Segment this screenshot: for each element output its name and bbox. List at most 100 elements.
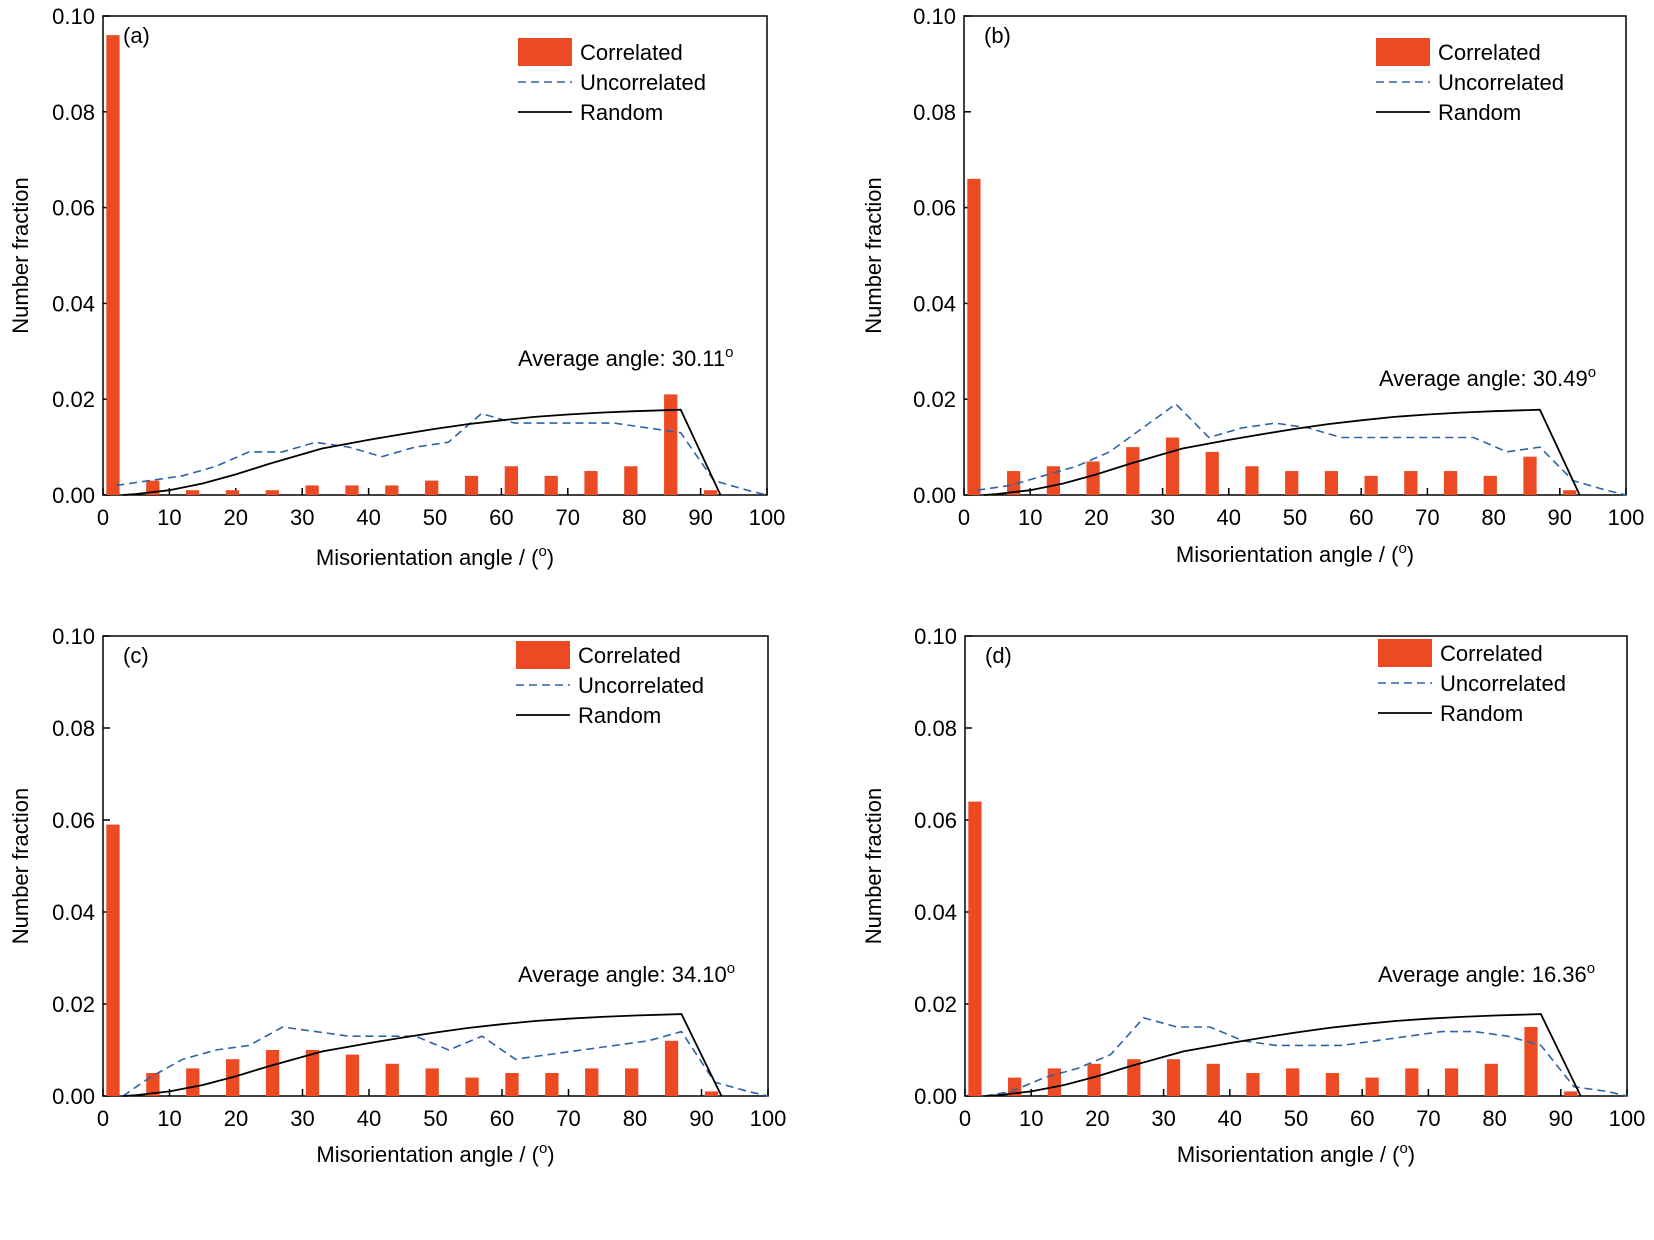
bar-correlated: [664, 1040, 679, 1096]
bar-correlated: [425, 480, 439, 495]
x-tick-label: 80: [623, 1106, 647, 1131]
average-angle-annotation: Average angle: 16.36o: [1378, 960, 1595, 987]
x-tick-label: 50: [423, 1106, 447, 1131]
x-tick-label: 0: [958, 505, 970, 530]
y-tick-label: 0.06: [52, 808, 95, 833]
y-tick-label: 0.10: [52, 624, 95, 649]
annotation-text: Average angle: 16.36: [1378, 962, 1587, 987]
bar-correlated: [1563, 490, 1577, 495]
bar-correlated: [186, 490, 200, 495]
x-tick-label: 50: [1284, 1106, 1308, 1131]
x-tick-label: 0: [97, 1106, 109, 1131]
bar-correlated: [545, 1073, 559, 1096]
legend: Correlated Uncorrelated Random: [516, 641, 704, 728]
bar-correlated: [1365, 1077, 1379, 1096]
bar-correlated: [345, 1054, 360, 1096]
x-tick-label: 90: [1548, 505, 1572, 530]
x-axis-title-text: Misorientation angle / (: [1177, 1142, 1400, 1167]
bar-correlated: [1523, 456, 1537, 495]
y-tick-label: 0.06: [914, 808, 957, 833]
x-tick-label: 60: [490, 1106, 514, 1131]
annotation-degree: o: [727, 960, 735, 977]
line-uncorrelated: [122, 1026, 769, 1097]
bar-correlated: [425, 1068, 439, 1096]
x-tick-label: 40: [1218, 1106, 1242, 1131]
bar-correlated: [968, 801, 982, 1096]
x-tick-label: 60: [1349, 505, 1373, 530]
bar-correlated: [1524, 1027, 1538, 1096]
x-tick-label: 60: [489, 505, 513, 530]
y-tick-label: 0.06: [913, 196, 956, 221]
legend-label: Random: [1438, 100, 1521, 125]
y-tick-label: 0.04: [52, 900, 95, 925]
line-uncorrelated: [977, 402, 1627, 496]
x-axis-title: Misorientation angle / (o): [316, 543, 554, 570]
x-tick-label: 60: [1350, 1106, 1374, 1131]
x-axis-title-text: Misorientation angle / (: [316, 1142, 539, 1167]
bar-correlated: [1405, 1068, 1419, 1096]
x-tick-label: 20: [1084, 505, 1108, 530]
x-tick-label: 80: [622, 505, 646, 530]
x-axis-title-degree: o: [1398, 540, 1406, 557]
annotation-degree: o: [1587, 960, 1595, 977]
bar-correlated: [1286, 1068, 1300, 1096]
x-axis-title: Misorientation angle / (o): [1177, 1140, 1415, 1167]
chart-panel-d: 0.00 0.02 0.04 0.06 0.08 0.10 0 10 20 30 40 50 60 70 8…: [827, 620, 1654, 1240]
annotation-degree: o: [1588, 364, 1596, 381]
y-tick-label: 0.04: [913, 291, 956, 316]
x-tick-label: 30: [1151, 1106, 1175, 1131]
y-axis-title: Number fraction: [8, 177, 33, 334]
x-tick-label: 40: [356, 505, 380, 530]
bar-correlated: [385, 1063, 399, 1096]
x-tick-label: 20: [224, 505, 248, 530]
legend-label: Random: [580, 100, 663, 125]
chart-svg: 0.00 0.02 0.04 0.06 0.08 0.10 0 10 20 30 40 50 60 70 8…: [861, 4, 1645, 567]
x-tick-label: 100: [750, 1106, 787, 1131]
x-tick-label: 20: [1085, 1106, 1109, 1131]
y-tick-label: 0.02: [914, 992, 957, 1017]
y-axis-title: Number fraction: [861, 788, 886, 945]
bar-correlated: [1564, 1091, 1578, 1096]
y-axis-title: Number fraction: [8, 788, 33, 945]
annotation-text: Average angle: 34.10: [518, 962, 727, 987]
legend-label: Uncorrelated: [580, 70, 706, 95]
bar-correlated: [1404, 471, 1418, 495]
bar-correlated: [1444, 1068, 1459, 1096]
legend-label: Correlated: [1438, 40, 1541, 65]
x-tick-label: 70: [1415, 505, 1439, 530]
average-angle-annotation: Average angle: 30.49o: [1379, 364, 1596, 391]
legend-swatch-correlated: [1376, 38, 1430, 66]
chart-panel-b: 0.00 0.02 0.04 0.06 0.08 0.10 0 10 20 30 40 50 60 70 8…: [827, 0, 1654, 620]
bar-correlated: [1007, 471, 1021, 495]
bar-correlated: [1246, 1073, 1260, 1096]
bar-correlated: [664, 394, 678, 495]
panel-label: (b): [984, 23, 1011, 48]
x-tick-label: 30: [290, 505, 314, 530]
x-tick-label: 70: [556, 1106, 580, 1131]
x-axis-title-degree: o: [1399, 1140, 1407, 1157]
line-random: [122, 1013, 723, 1097]
bar-correlated: [1364, 475, 1378, 495]
bar-correlated: [624, 466, 638, 495]
y-tick-label: 0.06: [52, 196, 95, 221]
average-angle-annotation: Average angle: 30.11o: [518, 344, 733, 371]
bar-correlated: [1324, 471, 1339, 495]
legend-swatch-correlated: [516, 641, 570, 669]
chart-panel-c: 0.00 0.02 0.04 0.06 0.08 0.10 0 10 20 30 40 50 60 70 8…: [0, 620, 827, 1240]
x-tick-label: 50: [1283, 505, 1307, 530]
x-tick-label: 10: [1018, 505, 1042, 530]
x-tick-label: 80: [1482, 1106, 1506, 1131]
legend-label: Uncorrelated: [1438, 70, 1564, 95]
x-tick-label: 90: [689, 1106, 713, 1131]
chart-panel-a: 0.00 0.02 0.04 0.06 0.08 0.10 0 10 20 30 40 50 60 70 8…: [0, 0, 827, 620]
x-tick-label: 10: [157, 1106, 181, 1131]
bar-correlated: [504, 466, 518, 495]
x-axis-title-close: ): [547, 545, 554, 570]
line-random: [122, 408, 722, 496]
legend: Correlated Uncorrelated Random: [1378, 639, 1566, 726]
chart-svg: 0.00 0.02 0.04 0.06 0.08 0.10 0 10 20 30 40 50 60 70 8…: [8, 4, 785, 570]
bar-correlated: [967, 178, 981, 496]
bar-correlated: [305, 1050, 320, 1096]
x-tick-label: 100: [1608, 505, 1645, 530]
x-axis-title-text: Misorientation angle / (: [316, 545, 539, 570]
